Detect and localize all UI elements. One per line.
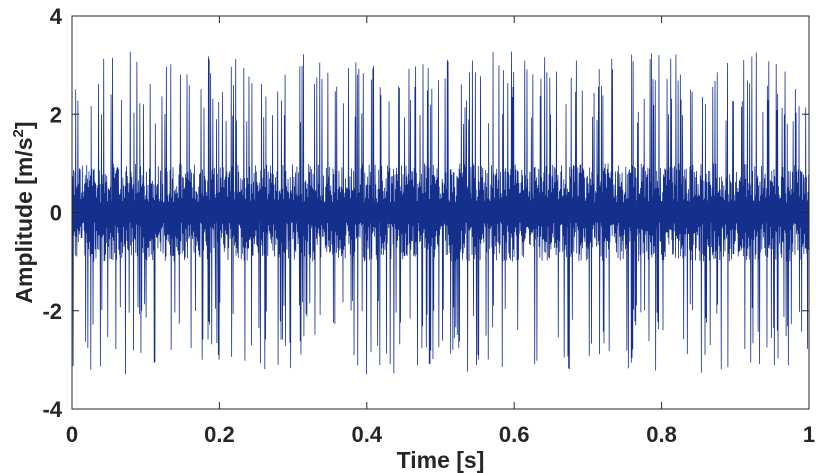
y-axis-label-main: Amplitude [m/s bbox=[11, 137, 37, 303]
y-tick-label: 2 bbox=[50, 102, 62, 127]
x-tick-label: 0.6 bbox=[499, 422, 530, 447]
y-tick-label: -4 bbox=[42, 397, 62, 422]
y-axis-label-end: ] bbox=[11, 121, 37, 129]
x-tick-label: 0.8 bbox=[646, 422, 677, 447]
y-tick-label: -2 bbox=[42, 299, 62, 324]
y-tick-label: 4 bbox=[50, 4, 63, 29]
x-tick-label: 0.4 bbox=[352, 422, 383, 447]
y-axis-label: Amplitude [m/s2] bbox=[10, 121, 37, 303]
y-axis: -4 -2 0 2 4 bbox=[42, 4, 809, 422]
y-tick-label: 0 bbox=[50, 201, 62, 226]
x-tick-label: 1 bbox=[803, 422, 815, 447]
x-tick-label: 0.2 bbox=[204, 422, 235, 447]
x-axis-label: Time [s] bbox=[397, 447, 485, 473]
series-line bbox=[71, 51, 810, 375]
y-axis-label-superscript: 2 bbox=[10, 129, 27, 137]
x-tick-label: 0 bbox=[66, 422, 78, 447]
x-axis: 0 0.2 0.4 0.6 0.8 1 bbox=[66, 16, 815, 447]
plot-area bbox=[71, 15, 810, 410]
